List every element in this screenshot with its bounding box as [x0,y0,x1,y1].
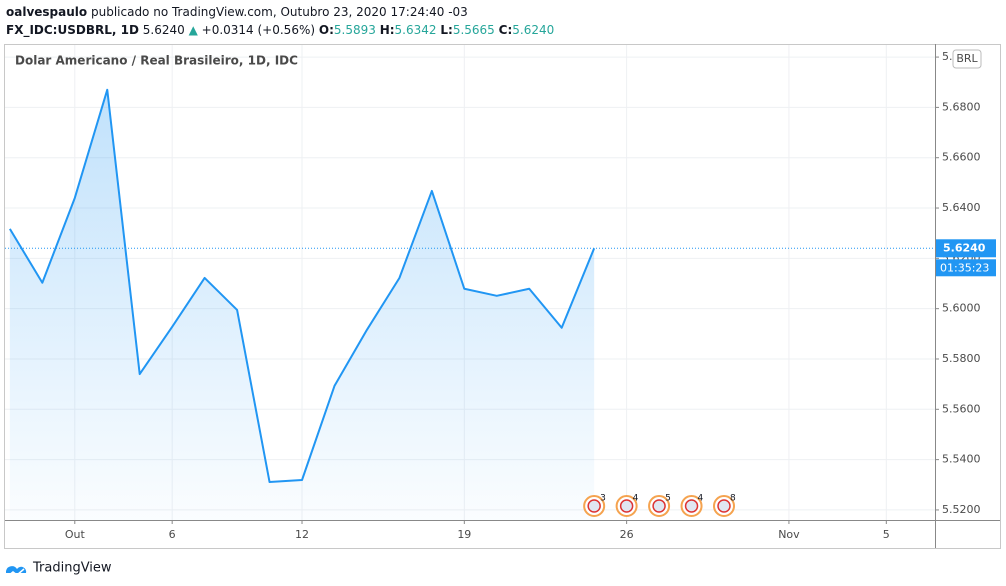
event-count: 4 [633,494,639,504]
h: 5.6342 [395,23,437,37]
price-line [9,88,596,484]
y-tick-label: 5.5400 [942,453,981,466]
countdown-tag [936,259,996,277]
x-tick-label: 19 [457,528,471,541]
last: 5.6240 [143,23,185,37]
price-tag-text: 5.6240 [943,241,986,254]
user: oalvespaulo [6,5,87,19]
change: +0.0314 (+0.56%) [202,23,315,37]
c: 5.6240 [512,23,554,37]
y-tick-label: 5.6400 [942,201,981,214]
x-tick-label: 26 [620,528,634,541]
brand-logo [6,566,27,577]
currency: BRL [956,52,978,65]
event-flag [717,499,731,513]
published: publicado no TradingView.com, Outubro 23… [91,5,468,19]
y-tick-label: 5.6600 [942,151,981,164]
arrow: ▲ [189,23,199,37]
event-count: 5 [665,494,671,504]
area-fill [9,89,595,520]
event-count: 3 [600,494,606,504]
y-tick-label: 5.5600 [942,402,981,415]
y-tick-label: 5.6000 [942,302,981,315]
c-label: C: [499,23,513,37]
y-tick-label: 5.6800 [942,100,981,113]
event-flag [684,499,699,513]
event-count: 8 [730,494,736,504]
x-tick-label: 5 [883,528,890,541]
o: 5.5893 [334,23,376,37]
event-count: 4 [698,494,704,504]
o-label: O: [319,23,334,37]
x-tick-label: 6 [169,528,176,541]
ohlc-line: FX_IDC:USDBRL, 1D 5.6240 ▲ +0.0314 (+0.5… [6,23,554,38]
chart-title: Dolar Americano / Real Brasileiro, 1D, I… [15,54,298,68]
event-flag [652,499,666,513]
brand: TradingView [32,561,112,576]
currency-box [952,49,982,69]
event-flag [587,499,601,513]
frame [4,44,1001,549]
x-tick-label: Nov [778,528,800,541]
y-tick-label: 5.5800 [942,352,981,365]
x-tick-label: 12 [295,528,309,541]
x-tick-label: Out [65,528,86,541]
event-flag [619,499,634,513]
h-label: H: [380,23,395,37]
countdown-text: 01:35:23 [940,261,989,274]
y-tick-label: 5.5200 [942,503,981,516]
l-label: L: [440,23,452,37]
l: 5.5665 [453,23,495,37]
header-line: oalvespaulo publicado no TradingView.com… [6,5,468,19]
symbol: FX_IDC:USDBRL, 1D [6,23,139,38]
price-tag [936,239,996,258]
